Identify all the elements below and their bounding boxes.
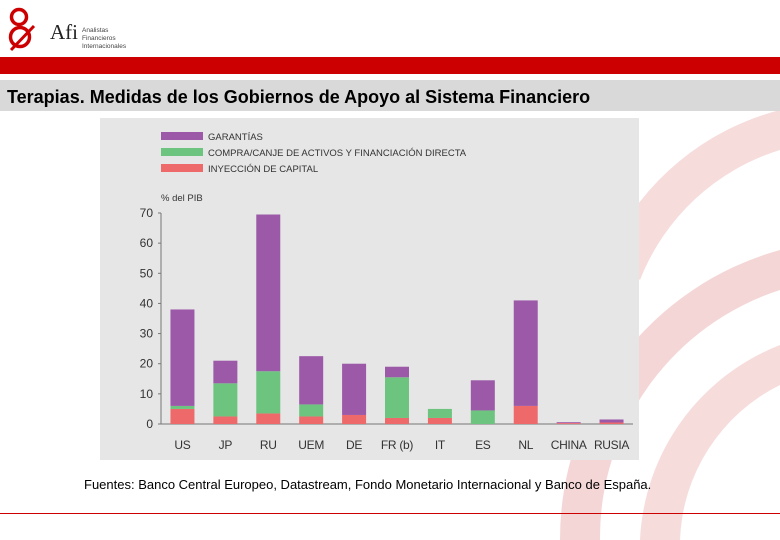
- x-tick-label: DE: [346, 438, 362, 452]
- bar-segment: [170, 405, 195, 409]
- x-tick-label: CHINA: [551, 438, 587, 452]
- bar-segment: [599, 419, 624, 423]
- legend-swatch: [161, 164, 203, 172]
- logo-sub-line: Analistas: [82, 27, 109, 34]
- y-axis-label: % del PIB: [161, 193, 203, 204]
- x-tick-label: ES: [475, 438, 491, 452]
- x-tick-label: FR (b): [381, 438, 414, 452]
- x-tick-label: RU: [260, 438, 277, 452]
- x-tick-label: US: [174, 438, 190, 452]
- bar-segment: [299, 356, 324, 405]
- bar-segment: [513, 300, 538, 406]
- bar-segment: [385, 377, 409, 418]
- bar-segment: [170, 309, 195, 406]
- logo-text: Afi: [50, 20, 78, 44]
- footer-line: [0, 513, 780, 514]
- bar-segment: [213, 383, 238, 417]
- title-bar: [0, 80, 780, 111]
- x-tick-label: JP: [219, 438, 233, 452]
- bar-segment: [385, 366, 409, 378]
- stacked-bar-chart: GARANTÍAS COMPRA/CANJE DE ACTIVOS Y FINAN…: [140, 132, 633, 452]
- bar-segment: [256, 371, 281, 414]
- y-tick-label: 10: [140, 387, 154, 401]
- chart-panel: GARANTÍAS COMPRA/CANJE DE ACTIVOS Y FINAN…: [100, 118, 639, 460]
- bar-segment: [556, 423, 581, 424]
- legend-swatch: [161, 132, 203, 140]
- bar-segment: [256, 413, 281, 424]
- legend-label: INYECCIÓN DE CAPITAL: [208, 164, 318, 175]
- afi-logo-mark-icon: [8, 7, 36, 52]
- bar-segment: [213, 416, 238, 424]
- x-tick-label: UEM: [298, 438, 324, 452]
- legend-label: GARANTÍAS: [208, 132, 263, 143]
- y-tick-label: 0: [146, 417, 153, 431]
- bar-segment: [342, 414, 367, 424]
- legend-label: COMPRA/CANJE DE ACTIVOS Y FINANCIACIÓN D…: [208, 148, 467, 159]
- y-tick-label: 40: [140, 296, 154, 310]
- y-tick-label: 60: [140, 236, 154, 250]
- bar-segment: [427, 408, 452, 418]
- afi-logo: Afi Analistas Financieros Internacionale…: [6, 6, 146, 56]
- source-note: Fuentes: Banco Central Europeo, Datastre…: [84, 477, 652, 492]
- bar-segment: [299, 416, 324, 424]
- bar-segment: [470, 410, 495, 424]
- x-tick-label: NL: [518, 438, 533, 452]
- x-tick-label: IT: [435, 438, 446, 452]
- bar-segment: [213, 360, 238, 384]
- bar-segment: [556, 422, 581, 424]
- x-tick-label: RUSIA: [594, 438, 629, 452]
- header-red-bar: [0, 57, 780, 74]
- logo-sub-line: Financieros: [82, 35, 116, 42]
- y-tick-label: 70: [140, 206, 154, 220]
- bar-segment: [299, 404, 324, 417]
- bar-segment: [470, 380, 495, 411]
- y-tick-label: 20: [140, 357, 154, 371]
- bar-segment: [427, 417, 452, 424]
- bar-segment: [256, 214, 281, 372]
- bar-segment: [513, 405, 538, 424]
- y-tick-label: 50: [140, 266, 154, 280]
- bar-segment: [342, 363, 367, 415]
- logo-sub-line: Internacionales: [82, 43, 127, 50]
- bar-segment: [385, 417, 409, 424]
- slide-title: Terapias. Medidas de los Gobiernos de Ap…: [7, 87, 591, 107]
- bar-segment: [170, 408, 195, 424]
- legend-swatch: [161, 148, 203, 156]
- y-tick-label: 30: [140, 327, 154, 341]
- bar-segment: [599, 422, 624, 424]
